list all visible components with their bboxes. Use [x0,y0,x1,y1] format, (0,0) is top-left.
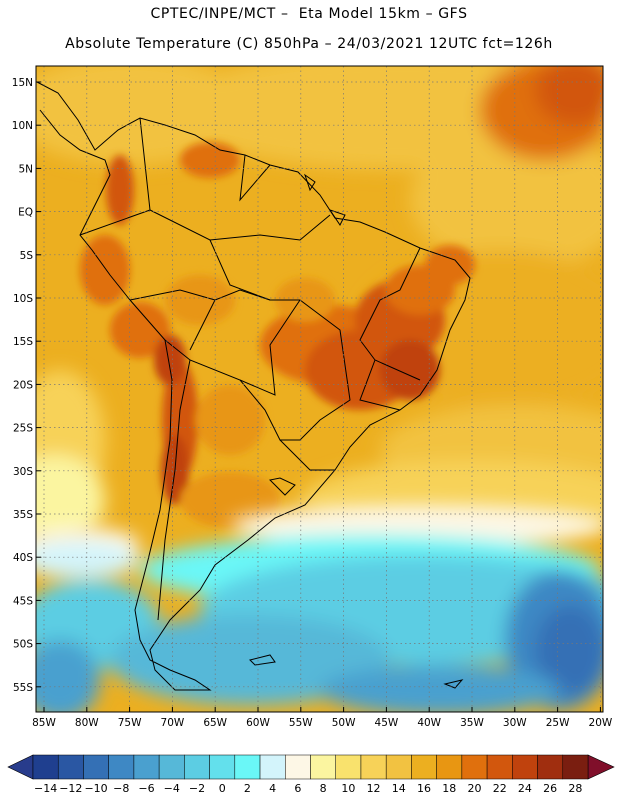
colorbar-label: 26 [543,782,557,795]
colorbar-swatch [461,754,488,780]
colorbar-label: 4 [269,782,276,795]
colorbar-label: 8 [320,782,327,795]
colorbar-label: 6 [294,782,301,795]
colorbar-label: 18 [442,782,456,795]
coastlines [36,81,471,691]
colorbar-label: −4 [164,782,180,795]
lat-label: 5N [18,163,33,175]
colorbar-swatch [385,754,412,780]
lat-label: 45S [13,595,33,607]
colorbar-label: 12 [367,782,381,795]
lat-label: 35S [13,509,33,521]
colorbar-swatch [285,754,311,780]
lon-label: 70W [161,717,185,729]
longitude-labels: 85W 80W 75W 70W 65W 60W 55W 50W 45W 40W 35W 30W 25W 2… [32,717,613,729]
colorbar-swatch [562,754,589,780]
lat-label: 40S [13,552,33,564]
lon-label: 65W [203,717,227,729]
colorbar-label: 20 [467,782,481,795]
colorbar-label: −6 [138,782,154,795]
lon-label: 35W [460,717,484,729]
lon-label: 20W [589,717,613,729]
colorbar-swatch [436,754,463,780]
colorbar-swatch [32,754,59,780]
lon-label: 40W [417,717,441,729]
colorbar-label: 24 [518,782,532,795]
colorbar-swatch [486,754,513,780]
colorbar-swatch [158,754,185,780]
lat-label: 20S [13,379,33,391]
colorbar-label: −10 [84,782,107,795]
lat-label: 55S [13,682,33,694]
colorbar-swatch [108,754,135,780]
lat-label: 5S [20,250,34,262]
colorbar-swatch [335,754,362,780]
colorbar-swatch [512,754,538,780]
lon-label: 50W [332,717,356,729]
lat-label: 15N [12,77,33,89]
lat-label: EQ [18,207,33,219]
lon-label: 85W [32,717,56,729]
colorbar-swatch [133,754,160,780]
map-subtitle: Absolute Temperature (C) 850hPa – 24/03/… [65,36,553,52]
colorbar-label: −2 [189,782,205,795]
lat-label: 10S [13,293,33,305]
colorbar-swatch [360,754,387,780]
colorbar-swatch [411,754,437,780]
colorbar-swatch [57,754,84,780]
map-title: CPTEC/INPE/MCT – Eta Model 15km – GFS [150,6,468,22]
temperature-field [36,66,603,712]
lon-label: 55W [289,717,313,729]
lat-label: 25S [13,423,33,435]
colorbar-label: 0 [219,782,226,795]
colorbar-swatch [83,754,109,780]
lat-label: 30S [13,466,33,478]
colorbar-swatch [234,754,261,780]
lon-label: 30W [503,717,527,729]
colorbar-label: 28 [568,782,582,795]
colorbar-low-arrow [7,754,34,780]
lat-label: 50S [13,639,33,651]
colorbar-label: 22 [493,782,507,795]
lat-label: 15S [13,336,33,348]
map-frame [35,65,604,713]
colorbar-label: 16 [417,782,431,795]
latitude-labels: 15N 10N 5N EQ 5S 10S 15S 20S 25S 30S 35S 40S 45S 50S 5… [12,77,34,694]
colorbar-swatch [537,754,564,780]
colorbar-label: −8 [113,782,129,795]
colorbar-label: 10 [341,782,355,795]
colorbar-label: 2 [244,782,251,795]
lon-label: 80W [75,717,99,729]
colorbar-high-arrow [587,754,615,780]
colorbar-swatch [209,754,236,780]
colorbar: −14 −12 −10 −8 −6 −4 −2 0 2 4 6 8 10 12 14 16 18 20 22 24 26… [7,754,615,795]
lon-label: 25W [546,717,570,729]
colorbar-label: −14 [34,782,57,795]
colorbar-label: −12 [59,782,82,795]
colorbar-label: 14 [392,782,406,795]
lon-label: 45W [375,717,399,729]
colorbar-swatch [259,754,286,780]
lon-label: 75W [118,717,142,729]
colorbar-swatch [184,754,210,780]
gridlines [36,66,603,712]
lat-label: 10N [12,120,33,132]
colorbar-swatch [310,754,336,780]
lon-label: 60W [246,717,270,729]
